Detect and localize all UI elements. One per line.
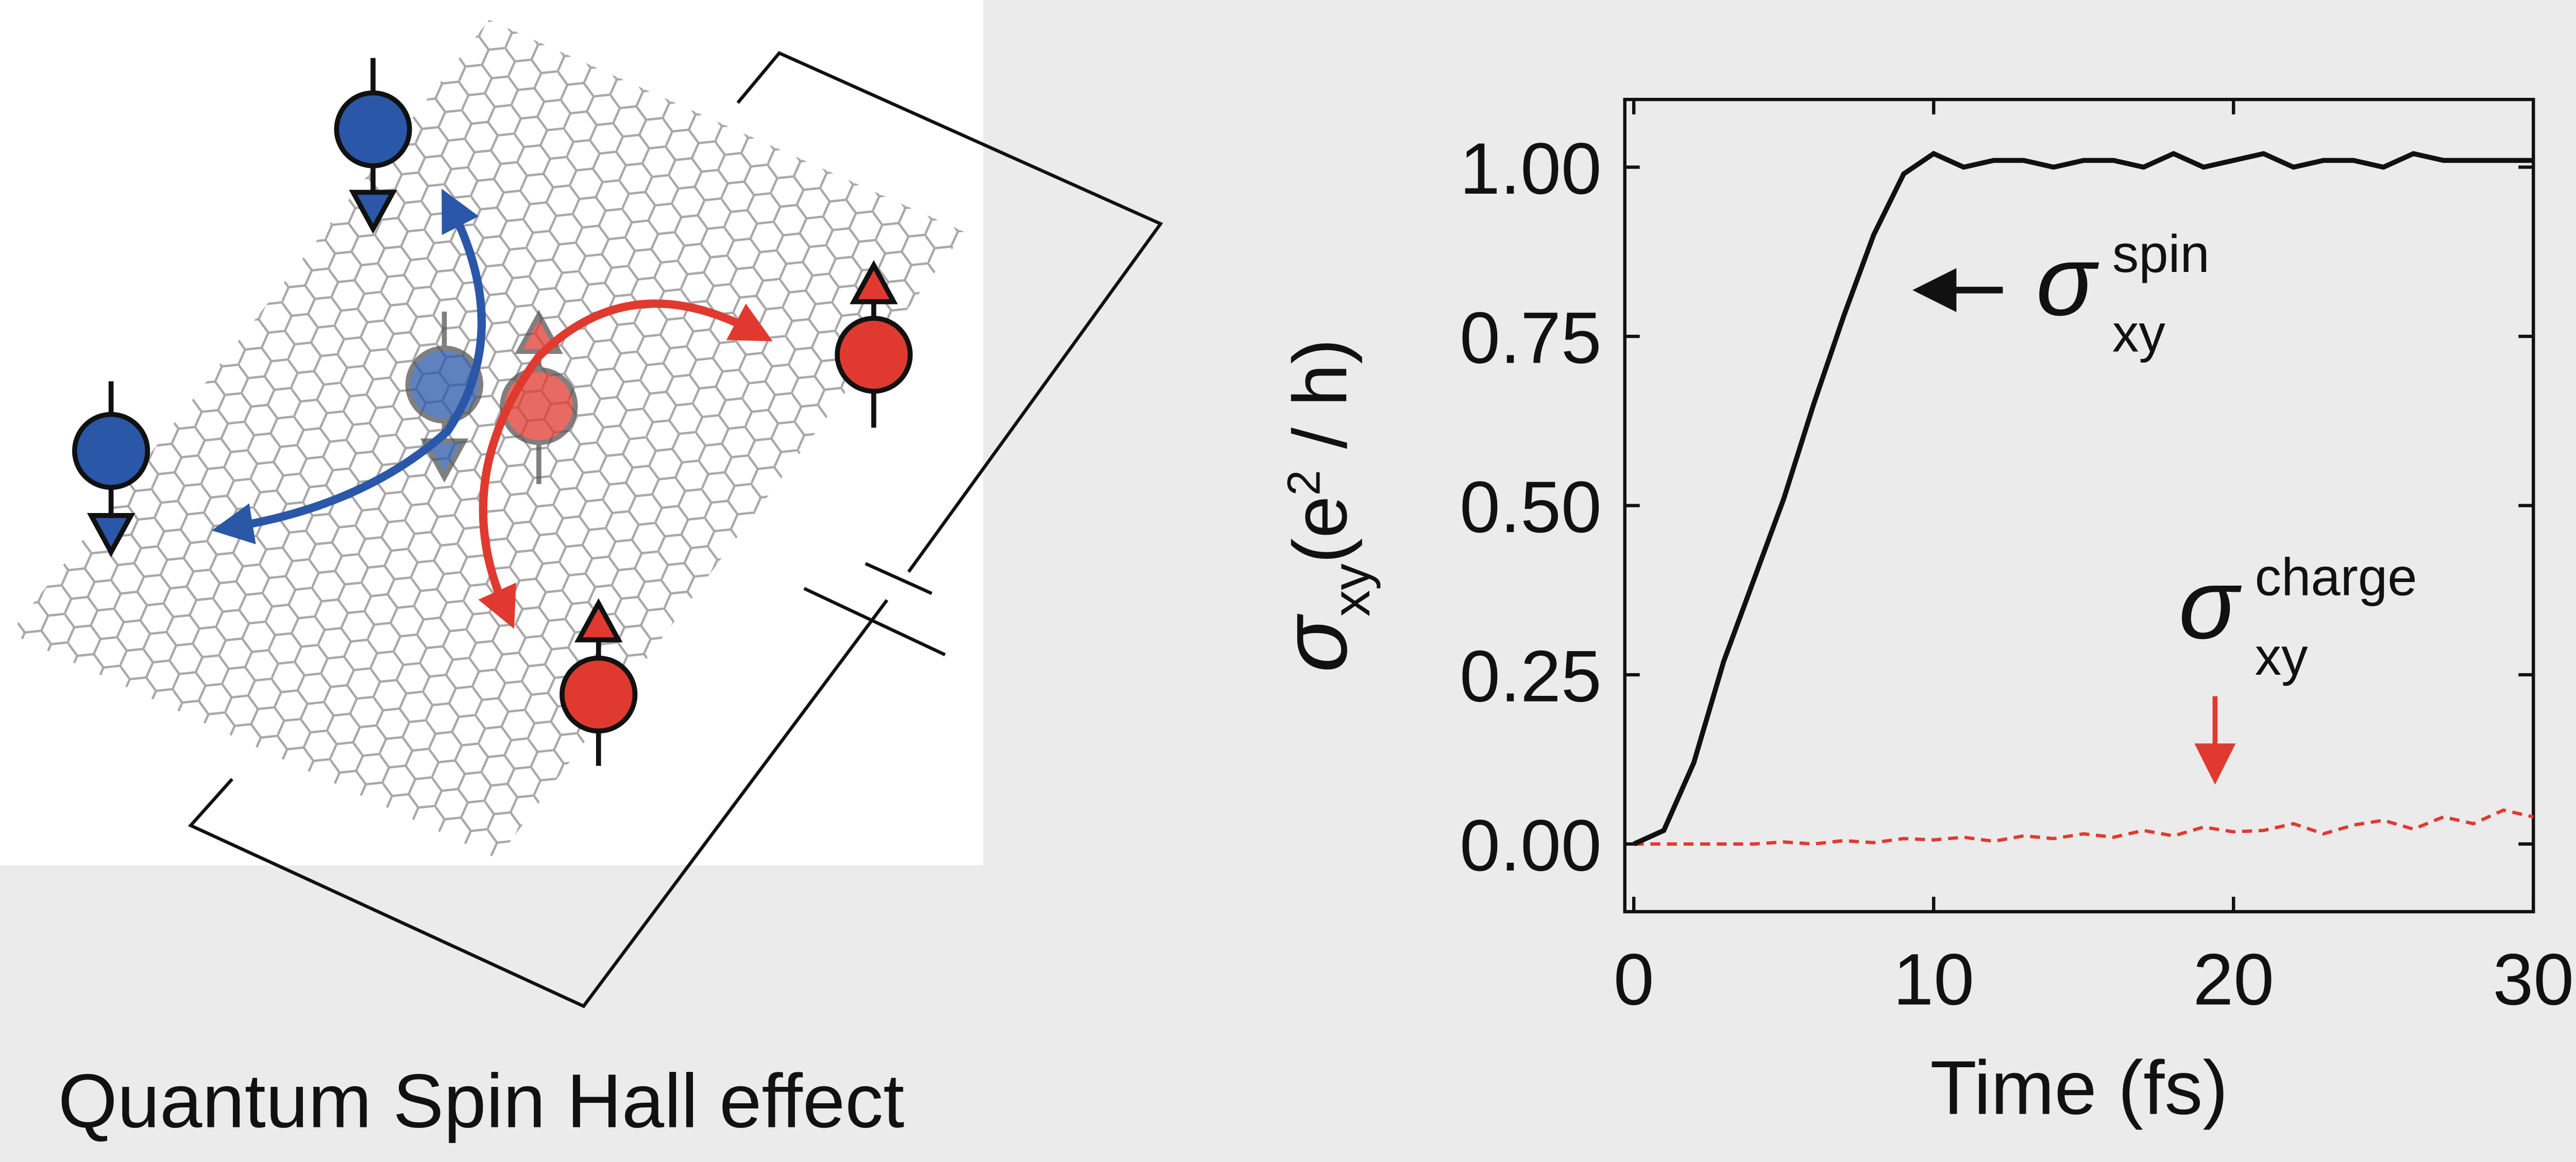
y-label-sup: 2 — [1278, 470, 1330, 495]
x-tick-label: 30 — [2493, 939, 2574, 1020]
x-tick-label: 0 — [1614, 939, 1654, 1020]
annotation-arrow — [2194, 696, 2236, 785]
annotation-sub: xy — [2255, 627, 2308, 686]
data-line — [1634, 808, 2534, 846]
x-axis-label: Time (fs) — [1930, 1046, 2228, 1131]
y-label-close: / h) — [1278, 338, 1363, 470]
annotation-symbol: σ — [2179, 548, 2242, 659]
y-tick-label: 0.50 — [1460, 467, 1602, 548]
y-label-sub: xy — [1321, 563, 1381, 617]
y-label-symbol: σ — [1263, 613, 1366, 673]
circuit — [188, 51, 1163, 1009]
annotation-symbol: σ — [2036, 225, 2099, 336]
annotation-sup: charge — [2255, 547, 2417, 606]
y-label-open: (e — [1278, 495, 1363, 563]
y-axis-label: σxy(e2 / h) — [1263, 338, 1381, 672]
y-tick-label: 0.00 — [1460, 805, 1602, 886]
annotation-arrow — [1912, 268, 2003, 312]
data-line — [1633, 150, 2534, 847]
y-tick-label: 0.75 — [1460, 298, 1602, 379]
annotation-sub: xy — [2112, 303, 2165, 363]
x-tick-label: 20 — [2193, 939, 2274, 1020]
y-tick-label: 1.00 — [1460, 128, 1602, 210]
y-tick-label: 0.25 — [1460, 636, 1602, 717]
spin-currents — [211, 189, 773, 629]
caption: Quantum Spin Hall effect — [58, 1058, 905, 1143]
x-tick-label: 10 — [1893, 939, 1974, 1020]
annotation-sup: spin — [2112, 224, 2210, 283]
